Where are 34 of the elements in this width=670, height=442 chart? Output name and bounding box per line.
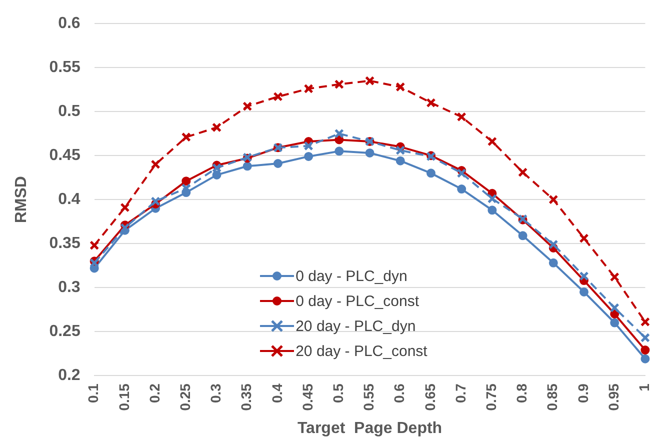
y-tick-label: 0.55 (49, 59, 80, 76)
x-tick-label: 0.75 (483, 383, 500, 411)
y-tick-label: 0.25 (49, 322, 80, 340)
y-tick-label: 0.5 (58, 102, 80, 120)
legend-label: 20 day - PLC_dyn (296, 318, 416, 335)
legend-label: 20 day - PLC_const (296, 342, 428, 360)
x-tick-label: 0.1 (85, 383, 102, 404)
y-axis-title: RMSD (13, 176, 30, 224)
x-tick-label: 0.6 (391, 383, 408, 404)
y-tick-label: 0.3 (58, 278, 80, 296)
x-tick-label: 0.3 (208, 383, 224, 404)
x-tick-label: 0.45 (299, 383, 316, 411)
y-tick-label: 0.2 (58, 366, 80, 384)
legend-label: 0 day - PLC_dyn (296, 268, 408, 285)
x-tick-label: 0.55 (360, 383, 377, 411)
x-tick-label: 0.8 (514, 383, 530, 404)
x-tick-label: 0.65 (422, 383, 438, 411)
x-tick-label: 0.35 (238, 383, 254, 411)
x-tick-label: 0.7 (452, 383, 468, 404)
x-axis-title: Target Page Depth (297, 420, 442, 437)
x-tick-label: 0.15 (116, 383, 132, 411)
y-tick-label: 0.45 (49, 146, 80, 164)
legend-label: 0 day - PLC_const (296, 292, 419, 310)
y-tick-label: 0.4 (58, 190, 80, 208)
x-tick-label: 1 (636, 383, 652, 392)
x-tick-label: 0.9 (574, 383, 591, 404)
x-tick-label: 0.95 (605, 383, 622, 411)
x-tick-label: 0.5 (330, 383, 346, 404)
y-tick-label: 0.35 (49, 234, 80, 252)
x-tick-label: 0.25 (177, 383, 194, 411)
x-tick-label: 0.4 (268, 383, 285, 404)
y-tick-label: 0.6 (58, 15, 80, 32)
x-tick-label: 0.85 (544, 383, 560, 411)
x-tick-label: 0.2 (146, 383, 162, 404)
